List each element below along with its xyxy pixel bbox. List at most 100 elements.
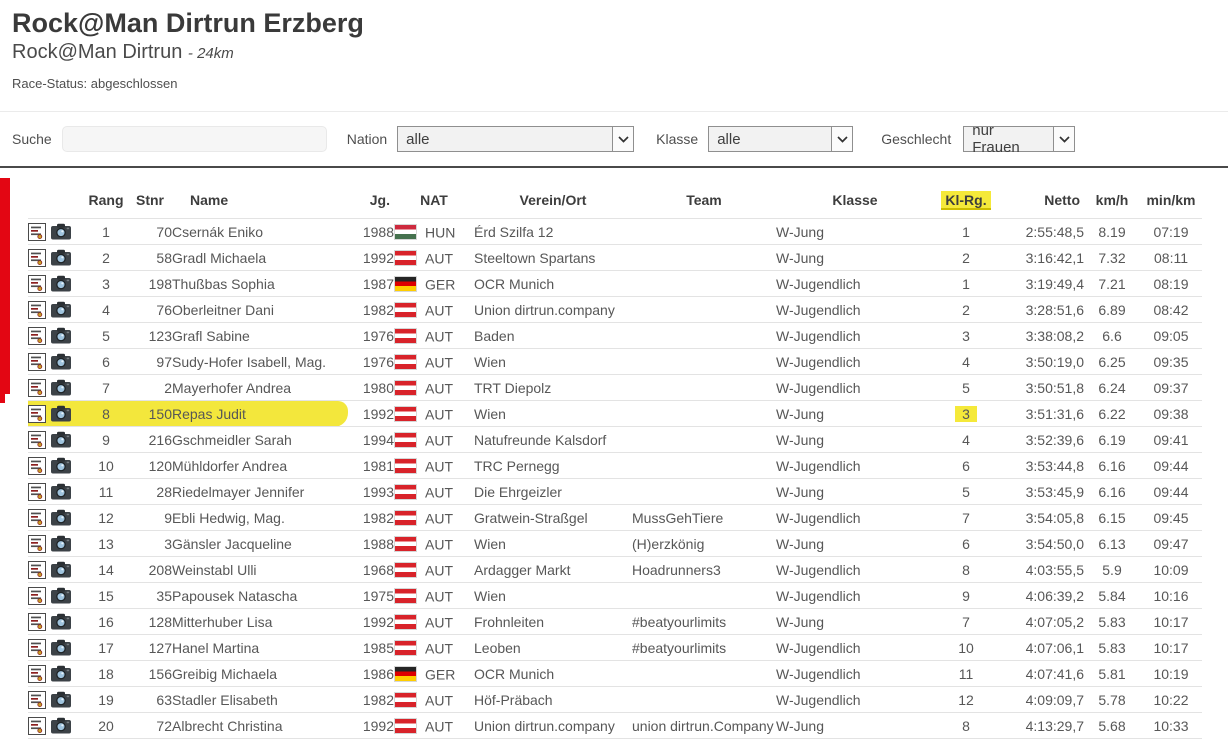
column-header-jg[interactable]: Jg. <box>369 192 390 209</box>
camera-icon[interactable] <box>51 535 71 552</box>
column-header-klasse[interactable]: Klasse <box>832 192 878 209</box>
klasse-label: Klasse <box>656 131 699 148</box>
cell-name: Weinstabl Ulli <box>172 561 257 578</box>
camera-icon[interactable] <box>51 691 71 708</box>
result-sheet-icon[interactable] <box>28 612 46 631</box>
result-sheet-icon[interactable] <box>28 404 46 423</box>
klrg-value: 5 <box>962 483 970 500</box>
result-sheet-icon[interactable] <box>28 560 46 579</box>
result-sheet-icon[interactable] <box>28 534 46 553</box>
cell-stnr: 35 <box>156 587 172 604</box>
cell-klrg: 4 <box>934 349 998 375</box>
cell-minkm: 09:41 <box>1153 431 1189 448</box>
cell-name: Mitterhuber Lisa <box>172 613 273 630</box>
cell-nat: AUT <box>394 713 474 739</box>
cell-jg: 1980 <box>362 379 394 396</box>
result-sheet-icon[interactable] <box>28 352 46 371</box>
cell-klasse: W-Jung <box>776 405 824 422</box>
nation-code: AUT <box>425 458 453 475</box>
nation-select[interactable]: alle <box>397 126 635 153</box>
cell-kmh: 5.68 <box>1098 717 1126 734</box>
camera-icon[interactable] <box>51 587 71 604</box>
camera-icon[interactable] <box>51 275 71 292</box>
cell-klrg: 8 <box>934 713 998 739</box>
camera-icon[interactable] <box>51 665 71 682</box>
row-actions-cell <box>28 557 84 583</box>
camera-icon[interactable] <box>51 249 71 266</box>
geschlecht-select[interactable]: nur Frauen <box>963 122 1076 156</box>
red-marker-bar <box>0 178 10 394</box>
nation-code: AUT <box>425 380 453 397</box>
camera-icon[interactable] <box>51 483 71 500</box>
cell-name: Albrecht Christina <box>172 717 283 734</box>
camera-icon[interactable] <box>51 457 71 474</box>
filter-bar: Suche Nation alle Klasse alle Geschlecht <box>0 111 1228 169</box>
result-sheet-icon[interactable] <box>28 690 46 709</box>
table-row: 10 120 Mühldorfer Andrea 1981 AUT TRC Pe… <box>28 452 1202 479</box>
column-header-rang[interactable]: Rang <box>88 192 124 209</box>
camera-icon[interactable] <box>51 717 71 734</box>
result-sheet-icon[interactable] <box>28 222 46 241</box>
cell-name: Gradl Michaela <box>172 249 267 266</box>
result-sheet-icon[interactable] <box>28 430 46 449</box>
column-header-name[interactable]: Name <box>190 192 229 209</box>
camera-icon[interactable] <box>51 353 71 370</box>
cell-name: Papousek Natascha <box>172 587 298 604</box>
camera-icon[interactable] <box>51 509 71 526</box>
result-sheet-icon[interactable] <box>28 378 46 397</box>
cell-nat: AUT <box>394 375 474 401</box>
camera-icon[interactable] <box>51 327 71 344</box>
page-header: Rock@Man Dirtrun Erzberg Rock@Man Dirtru… <box>0 0 1228 91</box>
result-sheet-icon[interactable] <box>28 274 46 293</box>
cell-team <box>632 349 776 375</box>
camera-icon[interactable] <box>51 405 71 422</box>
result-sheet-icon[interactable] <box>28 716 46 735</box>
column-header-team[interactable]: Team <box>686 192 722 209</box>
cell-verein: Leoben <box>474 639 521 656</box>
table-row: 19 63 Stadler Elisabeth 1982 AUT Höf-Prä… <box>28 686 1202 713</box>
row-actions-cell <box>28 635 84 661</box>
camera-icon[interactable] <box>51 223 71 240</box>
cell-klasse: W-Jugendlich <box>776 327 861 344</box>
cell-team <box>632 219 776 245</box>
column-header-minkm[interactable]: min/km <box>1146 192 1196 209</box>
klrg-value: 3 <box>962 327 970 344</box>
cell-jg: 1985 <box>362 639 394 656</box>
camera-icon[interactable] <box>51 613 71 630</box>
result-sheet-icon[interactable] <box>28 482 46 501</box>
camera-icon[interactable] <box>51 301 71 318</box>
cell-klrg: 4 <box>934 427 998 453</box>
column-header-netto[interactable]: Netto <box>1044 192 1080 209</box>
column-header-kmh[interactable]: km/h <box>1095 192 1129 209</box>
result-sheet-icon[interactable] <box>28 248 46 267</box>
result-sheet-icon[interactable] <box>28 664 46 683</box>
cell-netto: 4:13:29,7 <box>1025 717 1084 734</box>
camera-icon[interactable] <box>51 639 71 656</box>
result-sheet-icon[interactable] <box>28 326 46 345</box>
klrg-value: 8 <box>962 561 970 578</box>
cell-rang: 19 <box>98 691 114 708</box>
cell-name: Greibig Michaela <box>172 665 278 682</box>
camera-icon[interactable] <box>51 561 71 578</box>
cell-netto: 3:16:42,1 <box>1025 249 1084 266</box>
column-header-verein[interactable]: Verein/Ort <box>519 192 587 209</box>
cell-klasse: W-Jung <box>776 613 824 630</box>
klrg-value: 7 <box>962 613 970 630</box>
result-sheet-icon[interactable] <box>28 456 46 475</box>
cell-klasse: W-Jung <box>776 535 824 552</box>
camera-icon[interactable] <box>51 379 71 396</box>
column-header-stnr[interactable]: Stnr <box>136 192 164 209</box>
result-sheet-icon[interactable] <box>28 508 46 527</box>
klrg-value: 6 <box>962 457 970 474</box>
cell-verein: Frohnleiten <box>474 613 545 630</box>
result-sheet-icon[interactable] <box>28 586 46 605</box>
camera-icon[interactable] <box>51 431 71 448</box>
result-sheet-icon[interactable] <box>28 638 46 657</box>
nation-code: HUN <box>425 224 456 241</box>
klasse-select[interactable]: alle <box>708 126 854 153</box>
result-sheet-icon[interactable] <box>28 300 46 319</box>
search-input[interactable] <box>61 126 327 153</box>
column-header-klrg[interactable]: Kl-Rg. <box>934 168 998 219</box>
table-row: 1 70 Csernák Eniko 1988 HUN Érd Szilfa 1… <box>28 218 1202 245</box>
column-header-nat[interactable]: NAT <box>420 192 448 209</box>
